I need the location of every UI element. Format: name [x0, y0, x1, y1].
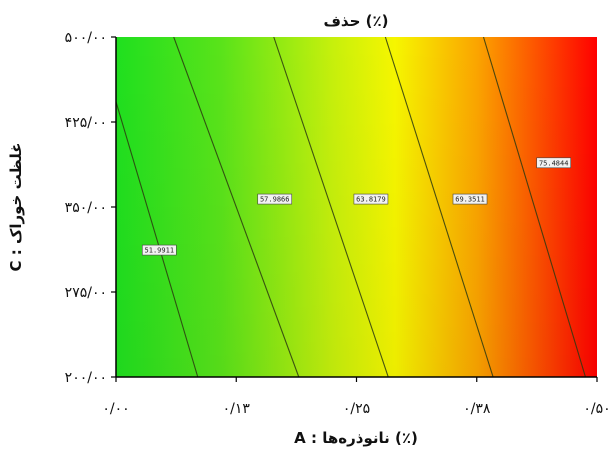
y-tick-label: ۳۵۰/۰۰	[65, 200, 107, 216]
contour-line	[273, 37, 389, 377]
contour-line	[173, 37, 300, 377]
x-axis-title: A : نانوذره‌ها (٪)	[294, 429, 418, 447]
x-tick-label: ۰/۳۸	[463, 401, 491, 417]
contour-label-text: 51.9911	[145, 247, 175, 255]
contour-label-box	[536, 157, 572, 169]
y-tick-label: ۴۲۵/۰۰	[65, 115, 107, 131]
contour-label-box	[257, 193, 293, 205]
contour-label: 63.8179	[353, 193, 389, 205]
y-axis-title: C : غلظت خوراک	[7, 143, 25, 272]
y-tick-label: ۵۰۰/۰۰	[65, 30, 107, 46]
contour-label-box	[353, 193, 389, 205]
contour-label-text: 69.3511	[455, 196, 485, 204]
contour-label-text: 63.8179	[356, 196, 386, 204]
contour-line	[384, 37, 494, 377]
contour-label-box	[452, 193, 488, 205]
y-tick-label: ۲۰۰/۰۰	[65, 370, 107, 386]
contour-label-text: 75.4844	[539, 159, 569, 167]
contour-label: 57.9866	[257, 193, 293, 205]
contour-label-text: 57.9866	[260, 196, 290, 204]
x-tick-label: ۰/۱۳	[223, 401, 251, 417]
contour-lines	[116, 37, 586, 377]
y-tick-label: ۲۷۵/۰۰	[65, 285, 107, 301]
plot-shading	[116, 37, 597, 377]
contour-line	[482, 37, 586, 377]
contour-labels: 51.9911 57.9866 63.8179 69.3511 75.4844	[141, 157, 572, 256]
y-ticks: ۲۰۰/۰۰ ۲۷۵/۰۰ ۳۵۰/۰۰ ۴۲۵/۰۰ ۵۰۰/۰۰	[65, 30, 116, 386]
contour-label: 75.4844	[536, 157, 572, 169]
contour-label: 69.3511	[452, 193, 488, 205]
chart-title: حذف (٪)	[324, 12, 389, 30]
contour-line	[116, 99, 199, 377]
x-tick-label: ۰/۰۰	[102, 401, 129, 417]
x-tick-label: ۰/۲۵	[343, 401, 370, 417]
x-ticks: ۰/۰۰ ۰/۱۳ ۰/۲۵ ۰/۳۸ ۰/۵۰	[102, 377, 608, 417]
contour-label-box	[141, 244, 177, 256]
x-tick-label: ۰/۵۰	[583, 401, 608, 417]
contour-label: 51.9911	[141, 244, 177, 256]
